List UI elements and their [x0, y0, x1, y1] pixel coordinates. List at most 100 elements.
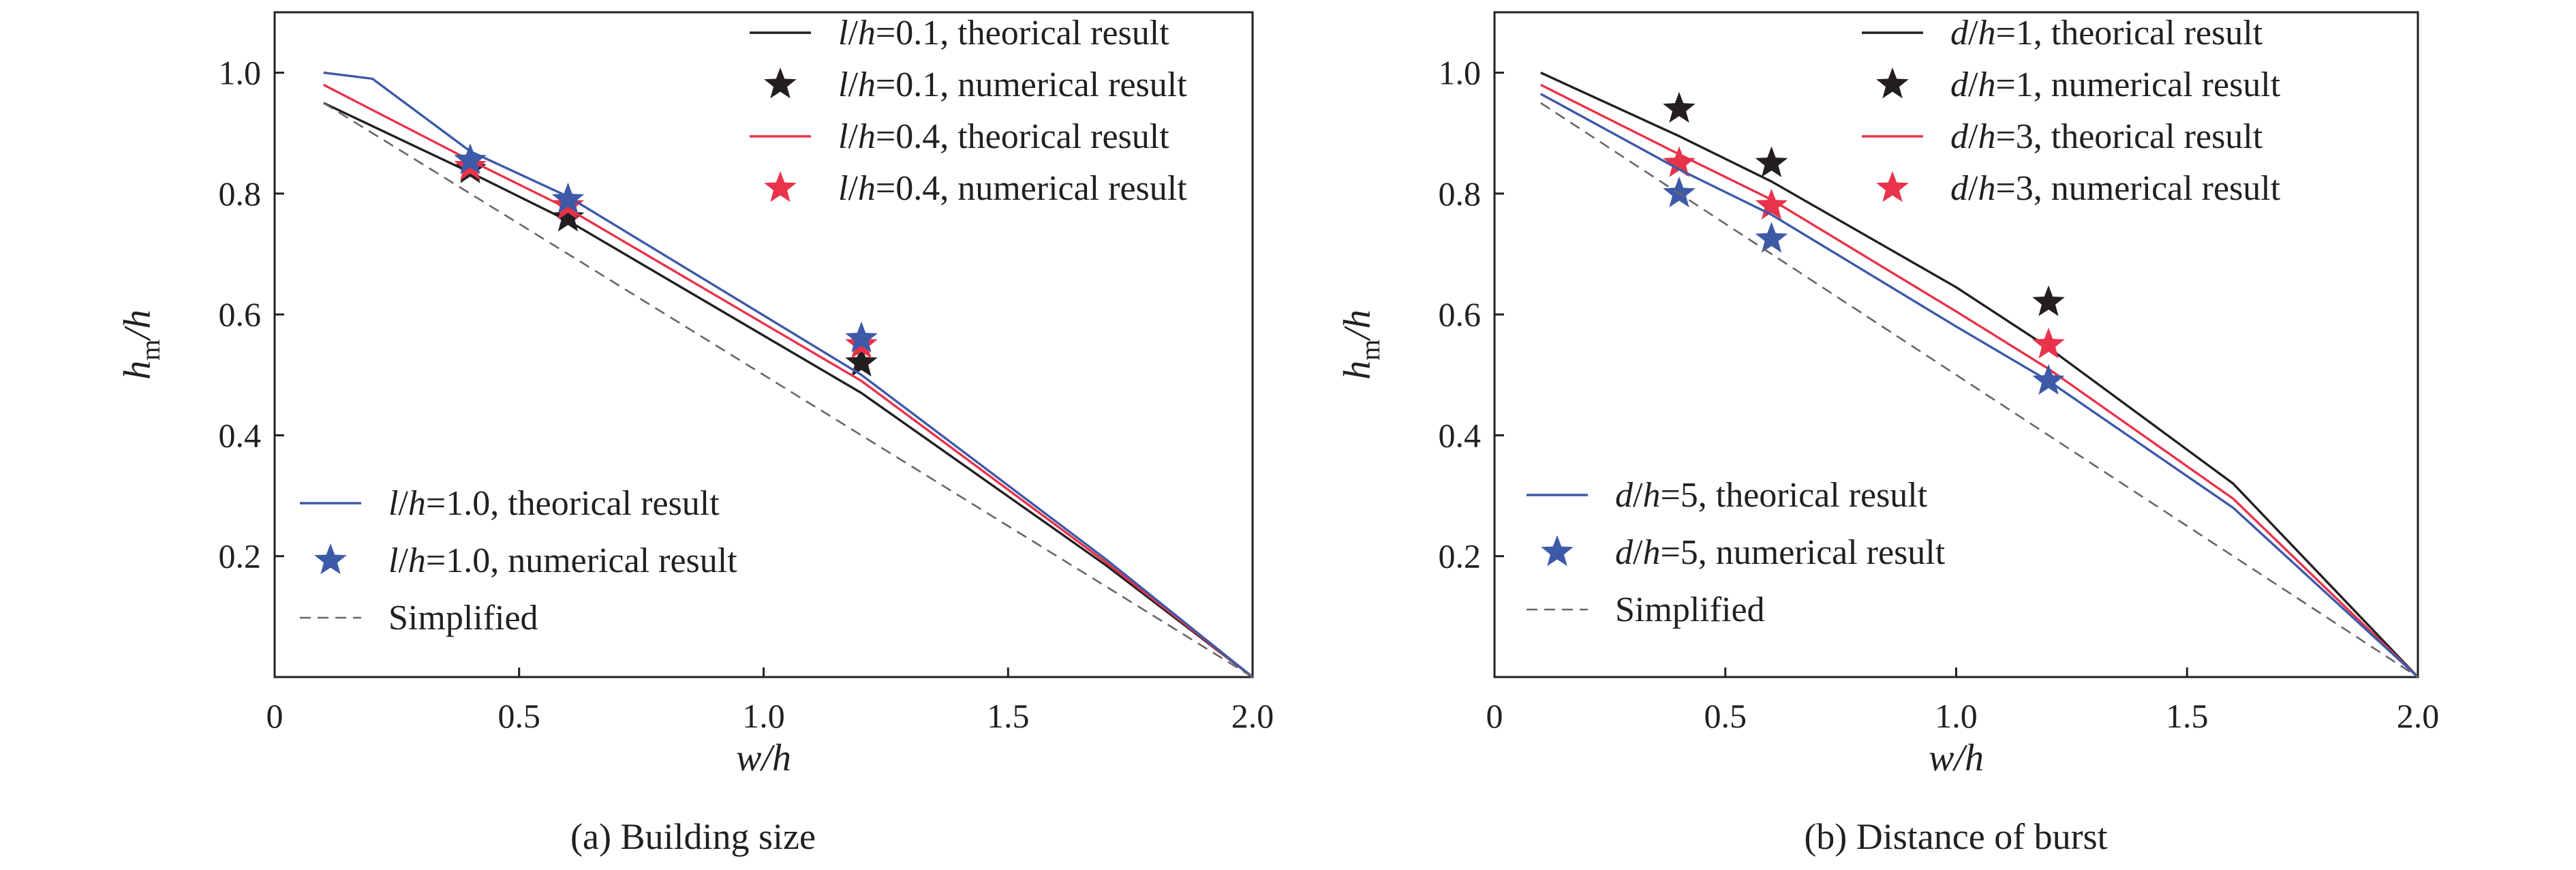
data-point-star: [551, 182, 585, 213]
legend-label: l/h=0.4, numerical result: [838, 169, 1187, 208]
legend-item: l/h=0.1, numerical result: [764, 65, 1187, 104]
legend-top-right: d/h=1, theorical result d/h=1, numerical …: [1862, 14, 2281, 208]
simplified-line: [323, 102, 1253, 678]
legend-variable: d: [1615, 533, 1634, 572]
y-tick-label: 0.6: [1439, 295, 1482, 333]
series-6: [323, 102, 1253, 678]
y-tick-label: 0.2: [219, 537, 262, 575]
legend-item: l/h=1.0, numerical result: [314, 541, 737, 580]
series-line: [323, 102, 1254, 678]
y-tick-label: 0.4: [219, 416, 262, 454]
legend-lower-left: d/h=5, theorical result d/h=5, numerical …: [1527, 476, 1946, 629]
y-tick-label: 0.2: [1439, 537, 1482, 575]
x-tick-label: 2.0: [1231, 697, 1274, 735]
series-3: [454, 149, 878, 359]
data-point-star: [1755, 222, 1788, 253]
x-tick-label: 1.0: [1935, 697, 1978, 735]
legend-label: Simplified: [388, 599, 538, 638]
series-line: [1539, 93, 2419, 678]
legend-label: d/h=1, theorical result: [1950, 14, 2263, 52]
legend-variable: l: [838, 65, 848, 104]
legend-label: d/h=1, numerical result: [1950, 65, 2281, 104]
data-point-star: [2032, 285, 2065, 316]
legend-variable: d: [1950, 14, 1969, 52]
legend-variable: l: [838, 169, 848, 208]
legend-star-swatch: [1876, 171, 1909, 202]
y-tick-label: 0.8: [1439, 175, 1482, 213]
series-line: [1540, 72, 2419, 678]
data-point-star: [1663, 176, 1696, 208]
x-tick-label: 1.5: [987, 697, 1030, 735]
legend-variable: d: [1615, 476, 1634, 515]
x-tick-label: 1.0: [742, 697, 785, 735]
y-tick-label: 1.0: [219, 54, 262, 92]
legend-item: d/h=3, numerical result: [1876, 169, 2281, 208]
data-point-star: [551, 200, 585, 232]
panel-caption: (b) Distance of burst: [1804, 816, 2107, 857]
x-tick-label: 0.5: [498, 697, 541, 735]
x-tick-label: 1.5: [2166, 697, 2209, 735]
legend-star-swatch: [314, 543, 347, 575]
data-point-star: [1663, 91, 1696, 123]
legend-star-swatch: [1876, 68, 1909, 99]
legend-label: l/h=1.0, theorical result: [388, 484, 720, 523]
series-5: [1663, 176, 2065, 395]
y-tick-label: 0.6: [219, 295, 262, 333]
y-axis-label: hm/h: [1336, 310, 1385, 380]
series-line: [323, 83, 1254, 678]
legend-item: Simplified: [300, 599, 538, 638]
series-2: [323, 83, 1254, 678]
legend-item: d/h=5, theorical result: [1527, 476, 1928, 515]
y-tick-label: 0.8: [219, 175, 262, 213]
legend-item: l/h=0.1, theorical result: [750, 14, 1169, 52]
series-6: [1540, 102, 2419, 678]
legend-variable: d: [1950, 65, 1969, 104]
data-point-star: [1663, 146, 1696, 177]
series-5: [454, 143, 878, 352]
legend-item: d/h=1, numerical result: [1876, 65, 2281, 104]
legend-variable: l: [388, 484, 398, 523]
x-axis-label: w/h: [736, 737, 791, 779]
legend-item: l/h=1.0, theorical result: [300, 484, 720, 523]
y-tick-label: 1.0: [1439, 54, 1482, 92]
legend-variable: l: [838, 117, 848, 156]
legend-label: l/h=0.1, theorical result: [838, 14, 1169, 52]
plot-frame: [1493, 11, 2419, 678]
legend-item: Simplified: [1527, 590, 1765, 629]
data-point-star: [845, 346, 878, 377]
series-4: [1539, 93, 2419, 678]
legend-label: d/h=5, theorical result: [1615, 476, 1928, 515]
series-1: [1663, 91, 2065, 316]
legend-variable: l: [838, 14, 848, 52]
series-1: [454, 152, 878, 377]
data-point-star: [454, 143, 487, 175]
x-tick-label: 0.5: [1704, 697, 1747, 735]
data-point-star: [2032, 327, 2065, 359]
legend-lower-left: l/h=1.0, theorical result l/h=1.0, numeri…: [300, 484, 737, 638]
legend-item: l/h=0.4, theorical result: [750, 117, 1169, 156]
legend-label: l/h=0.4, theorical result: [838, 117, 1169, 156]
legend-star-swatch: [764, 171, 797, 202]
x-axis-label: w/h: [1929, 737, 1984, 779]
chart-b: 0 0.5 1.0 1.5 2.00.20.40.60.81.0w/hhm/hd/h=1…: [1336, 11, 2439, 857]
legend-label: d/h=3, numerical result: [1950, 169, 2281, 208]
x-tick-label: 0: [1486, 697, 1503, 735]
data-point-star: [845, 321, 878, 352]
data-point-star: [2032, 363, 2065, 395]
legend-top-right: l/h=0.1, theorical result l/h=0.1, numeri…: [750, 14, 1187, 208]
legend-item: l/h=0.4, numerical result: [764, 169, 1187, 208]
legend-star-swatch: [764, 68, 797, 99]
legend-label: d/h=3, theorical result: [1950, 117, 2263, 156]
legend-star-swatch: [1541, 535, 1574, 567]
series-3: [1663, 146, 2065, 359]
series-0: [323, 102, 1254, 678]
legend-variable: d: [1950, 117, 1969, 156]
legend-item: d/h=3, theorical result: [1862, 117, 2263, 156]
x-tick-label: 0: [266, 697, 283, 735]
y-axis-label: hm/h: [117, 310, 166, 380]
simplified-line: [1540, 102, 2419, 678]
legend-variable: d: [1950, 169, 1969, 208]
legend-label: l/h=1.0, numerical result: [388, 541, 737, 580]
legend-item: d/h=5, numerical result: [1541, 533, 1946, 572]
